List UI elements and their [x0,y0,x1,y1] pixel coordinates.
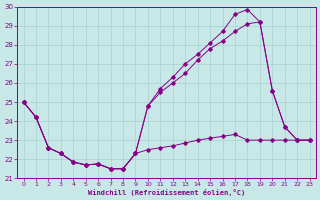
X-axis label: Windchill (Refroidissement éolien,°C): Windchill (Refroidissement éolien,°C) [88,189,245,196]
